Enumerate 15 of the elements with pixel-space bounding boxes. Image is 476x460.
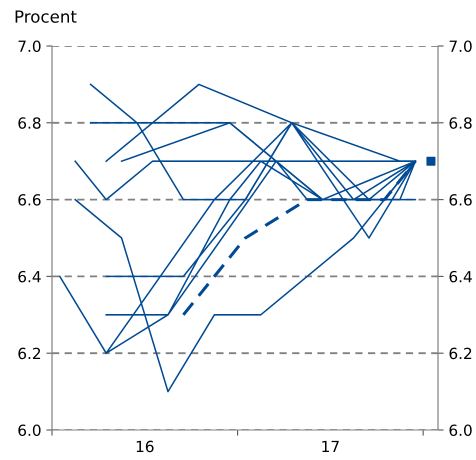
- y-tick-label: 6.0: [18, 424, 41, 436]
- y-axis-title: Procent: [16, 10, 77, 23]
- y-tick-label: 6.8: [18, 117, 41, 129]
- y-tick-label: 6.4: [18, 270, 41, 282]
- y-tick-label: 6.2: [18, 348, 40, 360]
- y2-tick-label: 6.4: [449, 270, 472, 282]
- y2-tick-label: 6.0: [449, 424, 472, 436]
- y-tick-label: 7.0: [18, 40, 41, 52]
- y2-tick-label: 7.0: [450, 40, 472, 52]
- y-tick-label: 6.6: [18, 194, 41, 206]
- x-tick-label: 17: [322, 440, 339, 452]
- y2-tick-label: 6.6: [449, 194, 472, 206]
- x-tick-label: 16: [136, 440, 154, 452]
- y2-tick-label: 6.8: [449, 117, 472, 129]
- y2-tick-label: 6.2: [449, 348, 472, 360]
